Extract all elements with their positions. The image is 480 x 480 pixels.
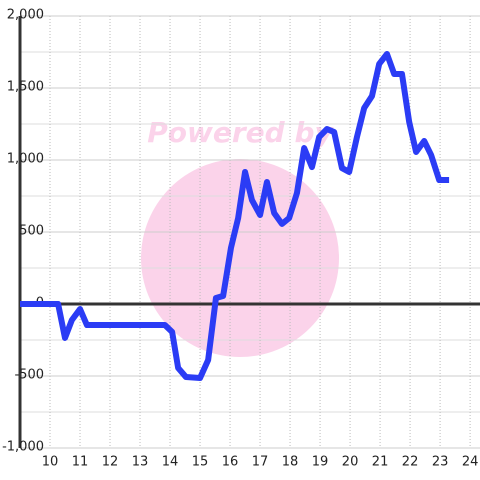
- y-tick-label: 1,000: [7, 152, 44, 167]
- x-tick-label: 24: [462, 455, 479, 470]
- x-tick-label: 11: [72, 455, 89, 470]
- x-tick-label: 21: [372, 455, 389, 470]
- watermark: Powered by: [147, 116, 334, 149]
- x-tick-label: 16: [222, 455, 239, 470]
- x-tick-label: 22: [402, 455, 419, 470]
- data-line: [20, 51, 450, 382]
- x-tick-label: 10: [42, 455, 59, 470]
- x-tick-label: 17: [252, 455, 269, 470]
- x-tick-label: 19: [312, 455, 329, 470]
- y-tick-label: 2,000: [7, 8, 44, 23]
- y-tick-label: 500: [19, 224, 44, 239]
- x-tick-label: 23: [432, 455, 449, 470]
- x-tick-label: 15: [192, 455, 209, 470]
- y-tick-label: 1,500: [7, 80, 44, 95]
- x-tick-label: 20: [342, 455, 359, 470]
- y-tick-label: -1,000: [2, 440, 44, 455]
- x-tick-label: 13: [132, 455, 149, 470]
- x-tick-label: 14: [162, 455, 179, 470]
- y-tick-label: -500: [14, 368, 44, 383]
- x-tick-label: 18: [282, 455, 299, 470]
- x-tick-label: 12: [102, 455, 119, 470]
